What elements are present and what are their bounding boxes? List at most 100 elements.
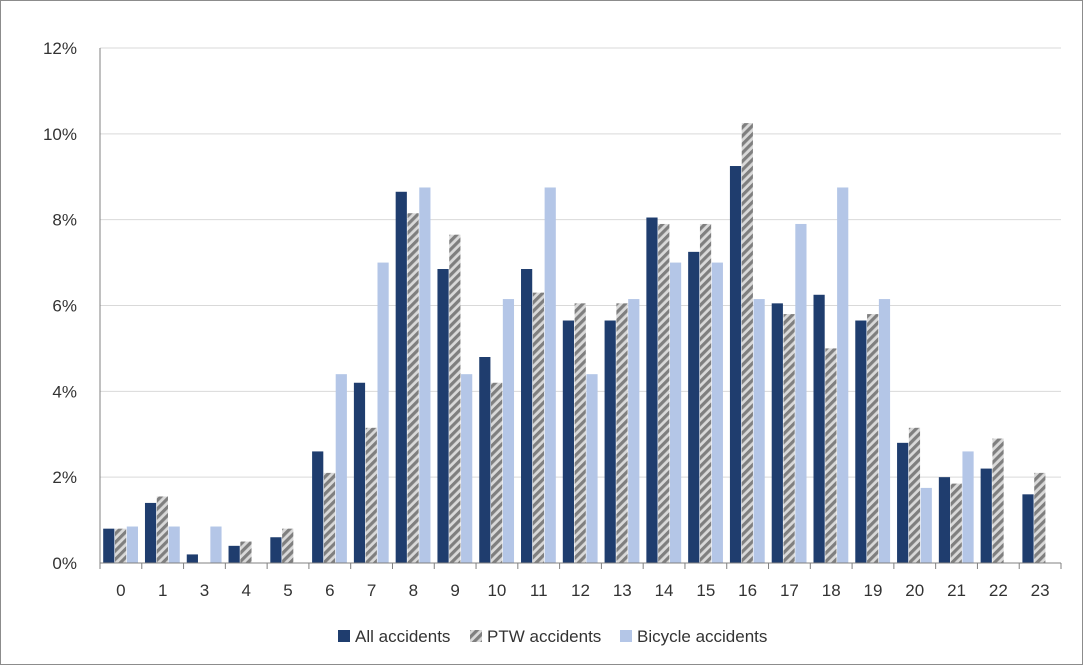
bar [878,299,891,563]
x-tick-label: 4 [242,581,251,600]
bar [228,545,240,563]
y-tick-label: 10% [43,125,77,144]
bar [688,251,700,563]
x-tick-label: 23 [1031,581,1050,600]
bar [604,320,616,563]
legend: All accidents PTW accidents Bicycle accide… [338,627,767,646]
bar [532,292,545,564]
bar [103,528,115,563]
bar [521,269,533,563]
y-tick-label: 8% [52,211,77,230]
bar [729,166,742,563]
bar [574,303,586,563]
x-tick-label: 6 [325,581,334,600]
bar [920,487,932,563]
bar [270,537,282,563]
x-tick-label: 0 [116,581,125,600]
bar [711,262,723,563]
legend-label: All accidents [355,627,450,646]
legend-label: PTW accidents [487,627,601,646]
bar [616,303,628,563]
x-tick-label: 21 [947,581,966,600]
bar [282,528,294,563]
y-tick-label: 4% [52,382,77,401]
bar [897,442,909,563]
x-tick-label: 18 [822,581,841,600]
legend-swatch [470,630,482,642]
x-tick-label: 11 [530,581,548,600]
x-tick-label: 1 [158,581,167,600]
bar [783,314,795,563]
bar [837,187,849,564]
bar [1022,494,1034,563]
bar [741,123,753,563]
bar [144,502,157,563]
bar [377,262,389,563]
bar [867,314,879,563]
bar [479,357,491,563]
bar [628,299,640,563]
bar [586,374,598,563]
bar [699,223,712,563]
bar [855,320,867,563]
x-tick-label: 16 [738,581,757,600]
bar [950,483,962,563]
bars [103,123,1046,564]
bar [908,427,921,563]
bar [419,187,431,564]
bar [544,187,556,564]
bar [669,262,682,563]
bar [461,374,473,563]
bar [502,299,515,563]
x-tick-label: 10 [487,581,506,600]
bar [126,526,138,563]
legend-label: Bicycle accidents [637,627,767,646]
bar [186,554,198,563]
x-tick-label: 22 [989,581,1008,600]
bar [491,382,503,563]
y-tick-label: 0% [52,554,77,573]
bar [210,526,222,563]
bar [437,269,449,563]
bar [992,438,1004,563]
x-tick-label: 7 [367,581,376,600]
axes: 0%2%4%6%8%10%12%0 1 3 4 5 6 7 8 9 10 11 12 13 14 15 16 1… [43,39,1062,600]
bar [365,427,377,563]
legend-swatch [620,630,632,642]
bar [114,528,127,563]
bar [449,234,461,563]
y-tick-label: 12% [43,39,77,58]
bar [938,477,951,563]
bar [962,451,974,563]
x-tick-label: 3 [200,581,209,600]
bar [795,223,807,563]
bar [813,294,825,563]
bar [753,299,765,563]
x-tick-label: 8 [409,581,418,600]
x-tick-label: 19 [864,581,883,600]
x-tick-label: 9 [450,581,459,600]
bar [658,223,670,563]
bar [353,382,366,563]
y-tick-label: 2% [52,468,77,487]
x-tick-label: 12 [571,581,590,600]
x-tick-label: 15 [696,581,715,600]
legend-swatch [338,630,350,642]
bar [168,526,180,563]
bar [646,217,658,563]
x-tick-label: 5 [283,581,292,600]
bar [771,303,783,563]
bar [323,472,336,564]
bar [407,213,419,564]
bar [1034,472,1046,564]
bar [240,541,252,563]
bar [562,320,574,563]
bar [156,496,168,563]
bar [312,451,324,563]
x-tick-label: 14 [655,581,674,600]
x-tick-label: 17 [780,581,799,600]
x-tick-label: 13 [613,581,632,600]
bar [335,374,347,563]
